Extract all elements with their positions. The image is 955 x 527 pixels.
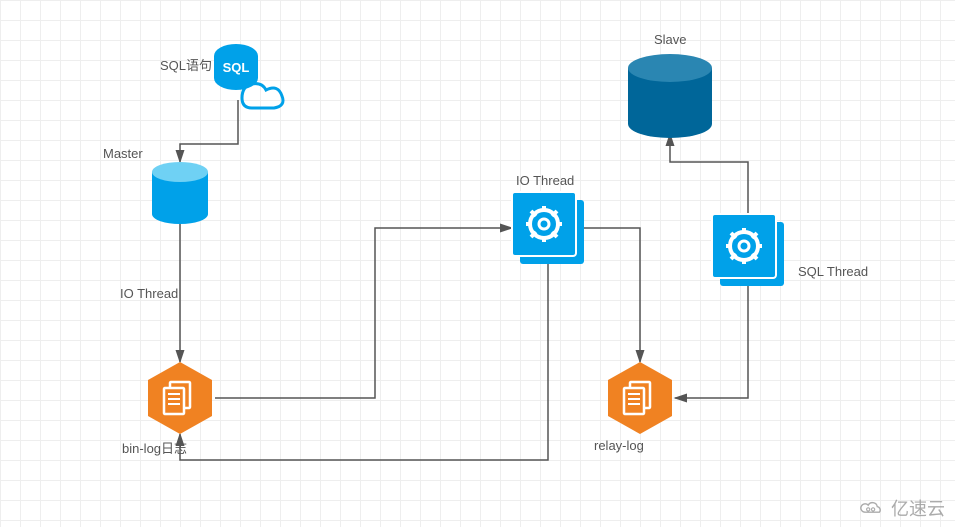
edge-iocenter-binlog <box>180 264 548 460</box>
label-relaylog: relay-log <box>594 438 644 453</box>
edge-sqlthread-relaylog <box>675 286 748 398</box>
label-binlog: bin-log日志 <box>122 438 187 457</box>
node-sql: SQL <box>214 44 283 108</box>
watermark: 亿速云 <box>857 495 945 521</box>
edge-sql-master <box>180 100 238 162</box>
label-master: Master <box>103 146 143 161</box>
watermark-cloud-icon <box>857 498 885 518</box>
node-sql-thread <box>712 214 784 286</box>
label-io-thread-left: IO Thread <box>120 286 178 301</box>
edge-iocenter-relaylog <box>584 228 640 362</box>
edge-sqlthread-slave <box>670 134 748 214</box>
label-slave: Slave <box>654 32 687 47</box>
node-slave <box>628 54 712 138</box>
watermark-text: 亿速云 <box>891 495 945 521</box>
node-master <box>152 162 208 224</box>
node-binlog <box>148 362 212 434</box>
node-relaylog <box>608 362 672 434</box>
edge-binlog-iocenter <box>215 228 512 398</box>
label-sql-thread: SQL Thread <box>798 264 868 279</box>
node-io-thread-center <box>512 192 584 264</box>
label-io-thread-center: IO Thread <box>516 173 574 188</box>
svg-text:SQL: SQL <box>223 60 250 75</box>
label-sql-stmt: SQL语句 <box>160 55 212 74</box>
